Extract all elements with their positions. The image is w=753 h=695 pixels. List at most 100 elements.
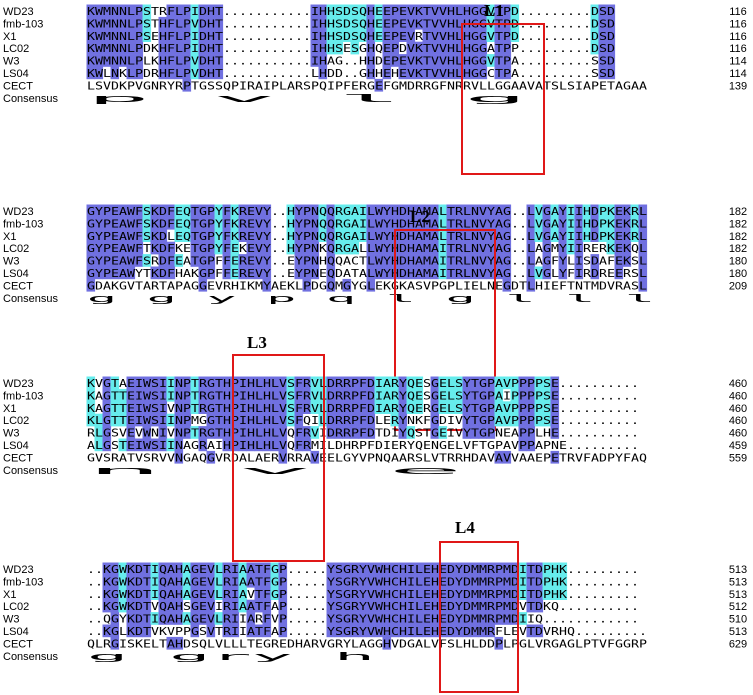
residue-shade xyxy=(326,41,336,55)
residue-shade xyxy=(454,4,464,18)
residue-shade xyxy=(134,574,144,588)
residue-shade xyxy=(302,204,312,218)
residue-shade xyxy=(214,54,224,67)
residue-shade xyxy=(390,388,400,402)
sequence-name: Consensus xyxy=(3,93,59,105)
residue-shade xyxy=(406,41,416,55)
residue-shade xyxy=(590,266,600,280)
residue-shade xyxy=(606,66,616,80)
residue-shade xyxy=(558,229,568,242)
residue-shade xyxy=(486,204,496,218)
residue-shade xyxy=(158,401,168,414)
residue-shade xyxy=(94,216,104,230)
residue-shade xyxy=(294,388,304,402)
residue-shade xyxy=(110,636,120,650)
residue-shade xyxy=(390,401,400,414)
residue-shade xyxy=(390,599,400,613)
residue-shade xyxy=(430,599,440,613)
residue-shade xyxy=(438,4,448,18)
residue-shade xyxy=(486,241,496,255)
sequence-residues: GDAKGVTARTAPAGGEVRHIKMYAEKLPDGQMGYGLEKGK… xyxy=(87,279,647,292)
residue-shade xyxy=(286,376,296,390)
residue-shade xyxy=(454,216,464,230)
residue-shade xyxy=(366,16,376,30)
residue-shade xyxy=(206,54,216,67)
residue-shade xyxy=(502,562,512,576)
residue-shade xyxy=(262,278,272,292)
residue-shade xyxy=(102,438,112,452)
residue-shade xyxy=(214,241,224,255)
residue-shade xyxy=(198,41,208,55)
residue-shade xyxy=(398,574,408,588)
residue-shade xyxy=(86,388,96,402)
residue-shade xyxy=(334,41,344,55)
residue-shade xyxy=(190,587,200,600)
residue-shade xyxy=(358,388,368,402)
residue-shade xyxy=(374,612,384,625)
residue-shade xyxy=(142,29,152,42)
residue-shade xyxy=(190,241,200,255)
residue-shade xyxy=(446,204,456,218)
residue-shade xyxy=(166,388,176,402)
residue-shade xyxy=(478,216,488,230)
residue-shade xyxy=(214,574,224,588)
residue-shade xyxy=(126,426,136,439)
residue-shade xyxy=(326,4,336,18)
residue-shade xyxy=(190,4,200,18)
residue-shade xyxy=(118,254,128,267)
residue-shade xyxy=(382,624,392,638)
sequence-name: X1 xyxy=(3,589,16,601)
residue-shade xyxy=(478,54,488,67)
residue-shade xyxy=(462,254,472,267)
residue-shade xyxy=(534,388,544,402)
residue-shade xyxy=(222,388,232,402)
residue-shade xyxy=(174,41,184,55)
residue-shade xyxy=(390,16,400,30)
residue-shade xyxy=(414,624,424,638)
residue-shade xyxy=(150,413,160,427)
residue-shade xyxy=(142,4,152,18)
sequence-residues: KWMNNLPSTRFLPIDHT...........IHHSDSQHEEPE… xyxy=(87,5,615,18)
residue-shade xyxy=(478,241,488,255)
residue-shade xyxy=(230,599,240,613)
residue-shade xyxy=(614,241,624,255)
residue-shade xyxy=(102,29,112,42)
residue-shade xyxy=(326,278,336,292)
residue-shade xyxy=(206,401,216,414)
residue-shade xyxy=(574,254,584,267)
residue-shade xyxy=(126,241,136,255)
residue-shade xyxy=(94,413,104,427)
residue-shade xyxy=(222,612,232,625)
residue-shade xyxy=(198,587,208,600)
residue-shade xyxy=(254,229,264,242)
residue-shade xyxy=(182,587,192,600)
residue-shade xyxy=(158,216,168,230)
residue-shade xyxy=(110,562,120,576)
residue-shade xyxy=(342,612,352,625)
residue-shade xyxy=(342,241,352,255)
residue-shade xyxy=(558,204,568,218)
residue-shade xyxy=(462,376,472,390)
residue-shade xyxy=(206,16,216,30)
residue-shade xyxy=(342,204,352,218)
residue-shade xyxy=(174,401,184,414)
residue-shade xyxy=(454,574,464,588)
residue-shade xyxy=(366,401,376,414)
residue-shade xyxy=(326,413,336,427)
residue-shade xyxy=(94,41,104,55)
residue-shade xyxy=(414,229,424,242)
residue-shade xyxy=(134,624,144,638)
residue-shade xyxy=(374,78,384,92)
residue-shade xyxy=(334,376,344,390)
residue-position-number: 116 xyxy=(729,43,747,55)
residue-shade xyxy=(102,413,112,427)
residue-shade xyxy=(254,438,264,452)
residue-shade xyxy=(334,401,344,414)
residue-shade xyxy=(206,229,216,242)
residue-shade xyxy=(494,41,504,55)
residue-shade xyxy=(110,254,120,267)
residue-shade xyxy=(414,216,424,230)
residue-shade xyxy=(86,29,96,42)
residue-shade xyxy=(462,574,472,588)
sequence-residues: KWMNNLPSTHFLPVDHT...........IHHSDSQHEEPE… xyxy=(87,17,615,30)
